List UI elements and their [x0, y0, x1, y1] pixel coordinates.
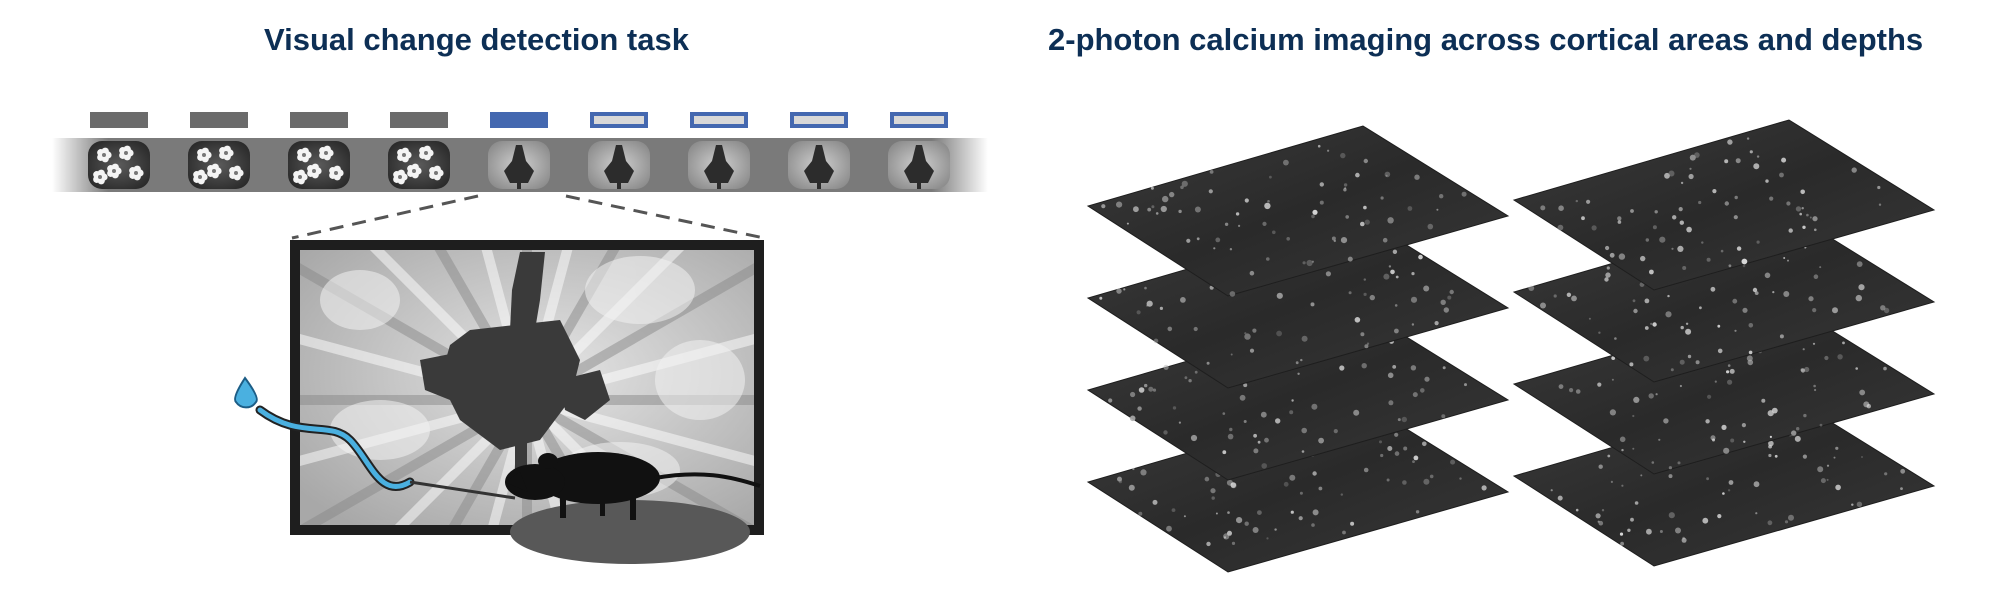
stimulus-thumbnail-1: [88, 141, 150, 189]
stimulus-thumbnail-2: [188, 141, 250, 189]
zoom-line-right: [565, 194, 765, 240]
stimulus-thumbnail-3: [288, 141, 350, 189]
monitor-screen: [300, 250, 754, 525]
zoom-line-left: [291, 194, 479, 240]
imaging-panel-title: 2-photon calcium imaging across cortical…: [1048, 22, 1924, 57]
timeline-bar-9: [890, 112, 948, 128]
imaging-plane-1-1: [1086, 125, 1510, 297]
imaging-stack-1: [1086, 125, 1510, 573]
stimulus-thumbnail-8: [788, 141, 850, 189]
stimulus-thumbnail-4: [388, 141, 450, 189]
stimulus-thumbnail-9: [888, 141, 950, 189]
imaging-plane-stacks: [1086, 119, 1936, 573]
spout-tube: [409, 480, 516, 500]
timeline-bar-6: [590, 112, 648, 128]
task-panel-title: Visual change detection task: [264, 22, 689, 57]
stimulus-thumbnail-5: [488, 141, 550, 189]
stimulus-thumbnail-7: [688, 141, 750, 189]
running-disk: [510, 500, 750, 564]
stimulus-thumbnail-6: [588, 141, 650, 189]
timeline-bar-5: [490, 112, 548, 128]
water-drop-icon: [234, 376, 258, 409]
trial-timeline-bars: [90, 112, 948, 128]
timeline-bar-7: [690, 112, 748, 128]
timeline-bar-3: [290, 112, 348, 128]
timeline-bar-2: [190, 112, 248, 128]
timeline-bar-8: [790, 112, 848, 128]
timeline-bar-4: [390, 112, 448, 128]
stimulus-filmstrip: [88, 141, 950, 189]
imaging-stack-2: [1512, 119, 1936, 567]
mouse-icon: [505, 452, 761, 520]
imaging-plane-2-1: [1512, 119, 1936, 291]
tree-stimulus: [420, 252, 610, 490]
timeline-bar-1: [90, 112, 148, 128]
